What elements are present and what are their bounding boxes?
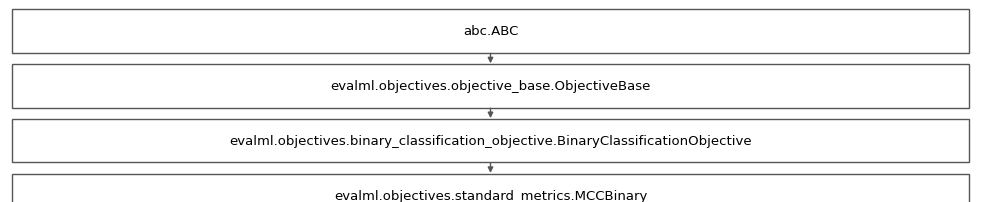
Bar [12, 119, 969, 163]
Text: evalml.objectives.standard_metrics.MCCBinary: evalml.objectives.standard_metrics.MCCBi… [334, 189, 647, 202]
Bar [12, 174, 969, 202]
Bar [12, 10, 969, 54]
Text: abc.ABC: abc.ABC [463, 25, 518, 38]
Text: evalml.objectives.objective_base.ObjectiveBase: evalml.objectives.objective_base.Objecti… [331, 80, 650, 93]
Bar [12, 65, 969, 108]
Text: evalml.objectives.binary_classification_objective.BinaryClassificationObjective: evalml.objectives.binary_classification_… [230, 134, 751, 147]
